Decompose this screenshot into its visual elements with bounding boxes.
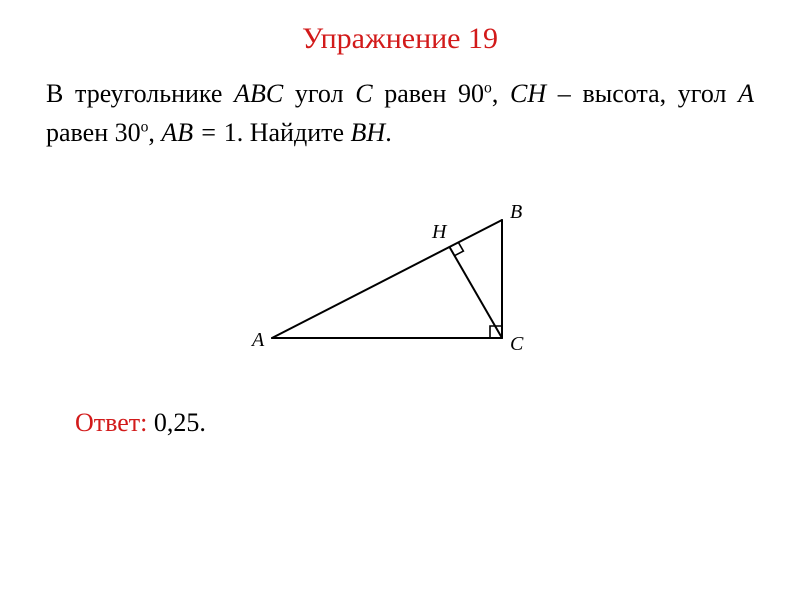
p8: 1. Найдите: [224, 118, 351, 147]
p3: равен 90: [373, 79, 484, 108]
triangle-diagram: A B C H: [250, 188, 550, 363]
p9: .: [385, 118, 392, 147]
angle-c: C: [355, 79, 372, 108]
answer-line: Ответ: 0,25.: [0, 363, 800, 438]
triangle-name: ABC: [234, 79, 283, 108]
title-text: Упражнение 19: [302, 22, 498, 55]
svg-text:A: A: [250, 329, 265, 351]
deg1: o: [484, 79, 492, 96]
angle-a: A: [738, 79, 754, 108]
p6: равен 30: [46, 118, 141, 147]
svg-text:H: H: [431, 221, 448, 243]
p2: угол: [283, 79, 355, 108]
svg-text:B: B: [510, 201, 522, 223]
seg-bh: BH: [351, 118, 386, 147]
p4: ,: [492, 79, 510, 108]
seg-ch: CH: [510, 79, 546, 108]
p1: В треугольнике: [46, 79, 234, 108]
answer-value: 0,25.: [154, 408, 206, 437]
p7: ,: [148, 118, 161, 147]
seg-ab: AB =: [161, 118, 223, 147]
diagram-container: A B C H: [0, 152, 800, 363]
svg-text:C: C: [510, 333, 524, 355]
p5: – высота, угол: [546, 79, 738, 108]
problem-statement: В треугольнике ABC угол C равен 90o, CH …: [0, 56, 800, 152]
answer-label: Ответ:: [75, 408, 154, 437]
exercise-title: Упражнение 19: [0, 0, 800, 56]
